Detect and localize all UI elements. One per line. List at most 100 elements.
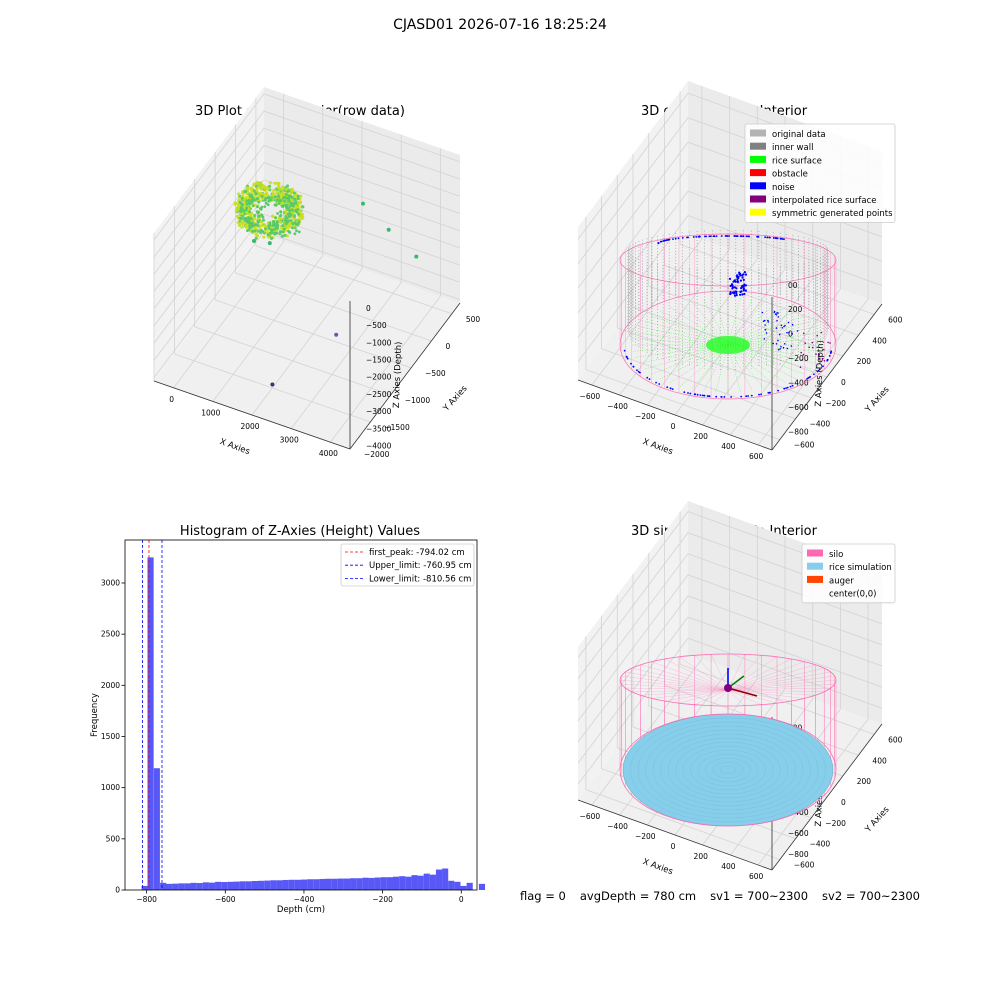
noise-point	[767, 319, 769, 322]
noise-point	[789, 385, 792, 388]
interpolated-point	[815, 353, 817, 355]
raw-surface-point	[279, 210, 283, 214]
histogram-bar	[435, 869, 443, 890]
raw-surface-point	[288, 209, 292, 212]
raw-surface-point	[266, 233, 270, 237]
raw-surface-point	[275, 223, 279, 227]
raw-surface-point	[260, 229, 263, 232]
histogram-bar	[466, 882, 473, 890]
noise-point	[742, 289, 745, 292]
raw-surface-point	[251, 222, 255, 226]
raw-surface-point	[287, 198, 291, 202]
raw-surface-point	[273, 227, 277, 231]
grid-line	[214, 151, 412, 369]
histogram-bar	[368, 877, 375, 890]
raw-surface-point	[287, 194, 291, 198]
rice-surface-line	[727, 344, 765, 390]
grid-line	[616, 174, 812, 399]
x-tick-label: 0	[169, 395, 174, 404]
legend-swatch	[807, 549, 823, 557]
legend-label: silo	[829, 550, 843, 560]
y-tick-label: 2500	[101, 630, 120, 639]
raw-surface-point	[253, 226, 257, 230]
noise-point	[706, 395, 709, 397]
noise-point	[743, 271, 747, 274]
silo-roof-line	[631, 689, 729, 692]
legend-label: obstacle	[772, 170, 808, 180]
rice-surface-line	[669, 306, 729, 346]
status-sv2: sv2 = 700~2300	[822, 889, 920, 903]
noise-point	[762, 320, 765, 323]
noise-point	[786, 331, 788, 334]
x-tick-label: 2000	[240, 422, 259, 431]
z-tick-label: 0	[788, 330, 793, 339]
raw-surface-point	[294, 201, 297, 205]
raw-surface-point	[253, 213, 257, 218]
raw-surface-point	[280, 191, 284, 195]
x-axis-line	[577, 799, 773, 871]
raw-surface-point	[237, 204, 241, 208]
histogram-bar	[215, 881, 222, 890]
y-tick-label: 500	[466, 315, 481, 324]
raw-surface-point	[271, 214, 275, 218]
legend-label: noise	[772, 183, 795, 193]
histogram-bar	[294, 879, 301, 890]
grid-line	[601, 195, 796, 420]
histogram-bar	[356, 878, 363, 890]
y-tick-label: 0	[841, 378, 846, 387]
interpolated-point	[829, 342, 831, 344]
raw-surface-point	[297, 230, 301, 234]
noise-point	[791, 384, 794, 387]
histogram-bar	[313, 879, 320, 890]
histogram-bar	[160, 882, 167, 890]
noise-point	[695, 236, 698, 238]
histogram-bar	[147, 557, 154, 890]
raw-surface-point	[239, 200, 242, 204]
raw-surface-point	[258, 182, 262, 186]
raw-surface-point	[247, 219, 251, 222]
grid-line	[153, 110, 461, 258]
raw-surface-point	[298, 209, 302, 213]
noise-point	[829, 352, 832, 354]
histogram-bar	[429, 874, 436, 890]
silo-roof-line	[710, 654, 729, 691]
z-tick-label: −400	[788, 379, 809, 388]
interpolated-point	[820, 331, 823, 334]
grid-line	[153, 196, 461, 344]
silo-roof-line	[651, 689, 729, 699]
noise-point	[720, 235, 723, 237]
rice-surface-line	[727, 344, 812, 370]
noise-point	[683, 391, 686, 394]
y-axis-line	[771, 723, 883, 871]
raw-surface-point	[297, 220, 301, 224]
raw-surface-point	[241, 196, 244, 200]
raw-surface-point	[270, 231, 274, 235]
legend-label: center(0,0)	[829, 590, 877, 600]
legend-label: rice simulation	[829, 563, 892, 573]
x-axis-label: Depth (cm)	[277, 905, 325, 915]
x-tick-label: −200	[372, 895, 393, 904]
raw-surface-point	[264, 201, 268, 205]
raw-surface-point	[296, 194, 300, 198]
silo-roof-line	[727, 675, 835, 691]
raw-surface-point	[250, 225, 254, 228]
noise-point	[777, 348, 780, 351]
x-axis-line	[153, 380, 351, 450]
raw-surface-point	[255, 180, 259, 184]
histogram-bar	[264, 880, 271, 890]
y-tick-label: −400	[810, 840, 831, 849]
raw-surface-point	[280, 204, 284, 208]
y-axis-line	[771, 303, 883, 451]
legend-label: original data	[772, 130, 826, 140]
noise-point	[648, 378, 651, 380]
noise-point	[730, 283, 734, 286]
noise-point	[660, 240, 663, 243]
raw-surface-point	[295, 229, 298, 233]
rice-mesh-ring	[675, 741, 781, 799]
grid-line	[585, 216, 781, 440]
rice-mesh-ring	[720, 765, 736, 775]
silo-roof-line	[727, 664, 816, 691]
rice-surface-line	[644, 344, 729, 370]
raw-surface-point	[266, 187, 270, 191]
raw-surface-point	[260, 224, 264, 228]
